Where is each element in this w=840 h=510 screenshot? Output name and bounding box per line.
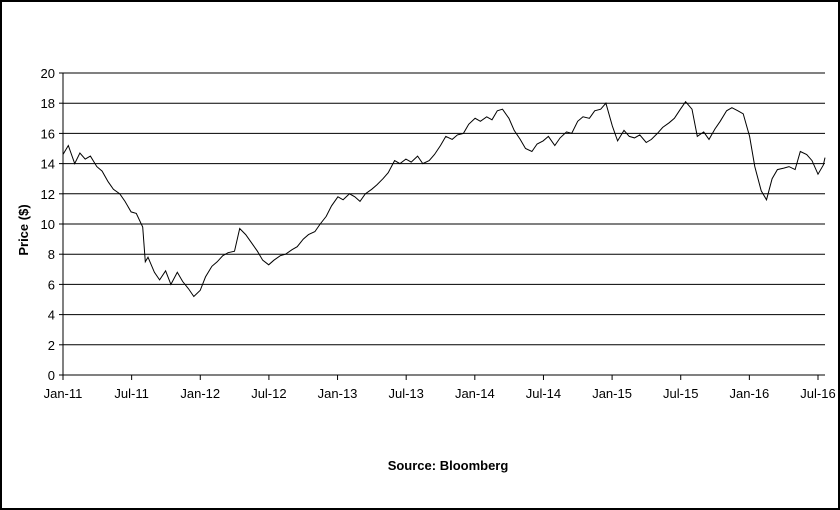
x-tick-label: Jul-13 [388,386,423,401]
x-tick-label: Jul-16 [800,386,835,401]
x-tick-label: Jan-16 [729,386,769,401]
y-axis-label: Price ($) [16,204,31,255]
x-tick-label: Jan-14 [455,386,495,401]
gridlines [63,72,825,346]
y-tick-label: 14 [41,157,55,172]
source-note: Source: Bloomberg [388,458,509,473]
x-tick-labels: Jan-11 Jul-11 Jan-12 Jul-12 Jan-13 Jul-13 Jan-… [44,375,836,401]
y-tick-label: 12 [41,187,55,202]
price-line [62,100,826,298]
y-tick-label: 2 [48,338,55,353]
x-tick-label: Jul-11 [114,386,148,401]
y-tick-labels: 0 2 4 6 8 10 12 14 16 18 20 [41,66,63,383]
y-tick-label: 0 [48,368,55,383]
y-tick-label: 16 [41,126,55,141]
x-tick-label: Jan-15 [592,386,632,401]
y-tick-label: 20 [41,66,55,81]
y-tick-label: 8 [48,247,55,262]
y-tick-label: 4 [48,308,55,323]
y-tick-label: 10 [41,217,55,232]
y-tick-label: 18 [41,96,55,111]
x-tick-label: Jan-12 [180,386,220,401]
x-tick-label: Jan-11 [44,386,83,401]
x-tick-label: Jul-12 [251,386,286,401]
x-tick-label: Jul-15 [663,386,698,401]
x-tick-label: Jan-13 [318,386,358,401]
y-tick-label: 6 [48,277,55,292]
x-tick-label: Jul-14 [526,386,561,401]
